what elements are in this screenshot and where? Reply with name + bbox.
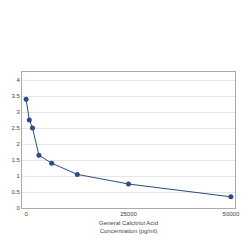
svg-text:50000: 50000: [223, 211, 240, 217]
svg-text:4: 4: [16, 77, 20, 83]
svg-text:3.5: 3.5: [11, 93, 20, 99]
svg-text:1: 1: [16, 173, 20, 179]
svg-text:2: 2: [16, 141, 20, 147]
svg-text:1.5: 1.5: [11, 157, 20, 163]
svg-text:3: 3: [16, 109, 20, 115]
svg-text:0.5: 0.5: [11, 189, 20, 195]
svg-text:25000: 25000: [120, 211, 137, 217]
svg-text:2.5: 2.5: [11, 125, 20, 131]
svg-text:0: 0: [24, 211, 28, 217]
svg-text:0: 0: [16, 205, 20, 211]
svg-text:General Calcitriol AcidConcent: General Calcitriol AcidConcentration (pg…: [99, 220, 158, 234]
